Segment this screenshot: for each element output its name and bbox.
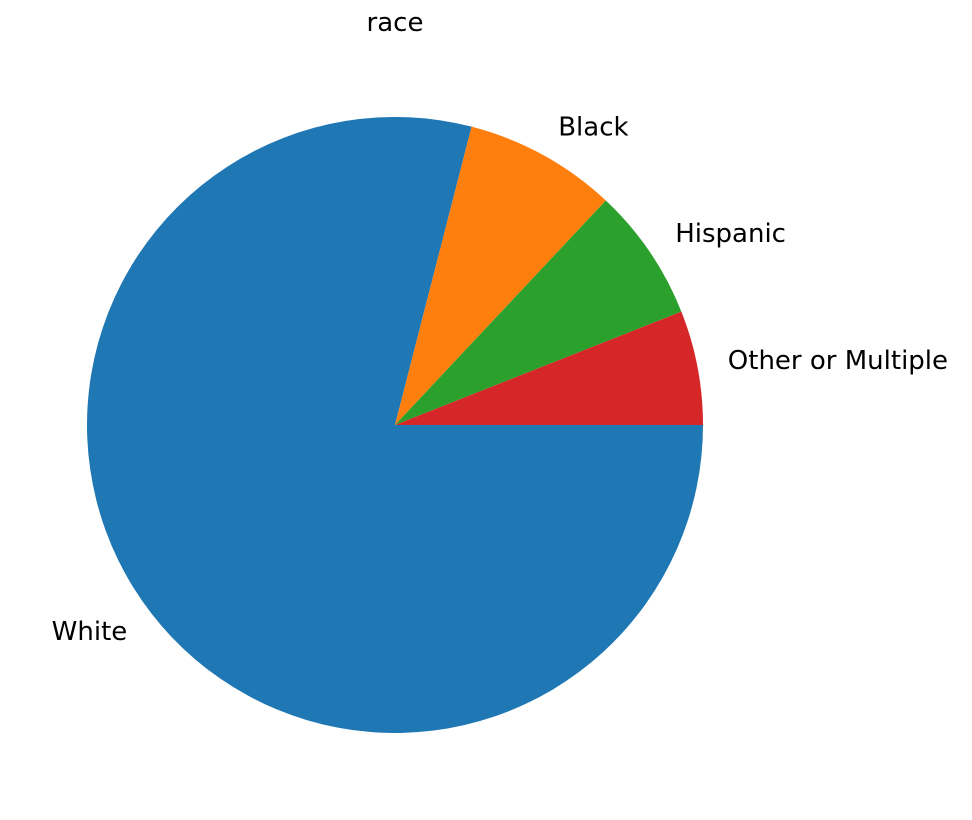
pie-slice-other-or-multiple — [395, 311, 703, 425]
chart-title: race — [367, 8, 424, 38]
pie-slice-white — [87, 117, 703, 734]
slice-label-other-or-multiple: Other or Multiple — [728, 346, 948, 376]
slice-label-hispanic: Hispanic — [675, 219, 786, 249]
pie-slice-black — [395, 126, 606, 425]
pie-slice-hispanic — [395, 200, 682, 425]
slice-label-white: White — [52, 617, 128, 647]
pie-slices — [87, 117, 703, 734]
slice-label-black: Black — [558, 113, 628, 143]
pie-labels: White Black Hispanic Other or Multiple — [52, 113, 948, 648]
